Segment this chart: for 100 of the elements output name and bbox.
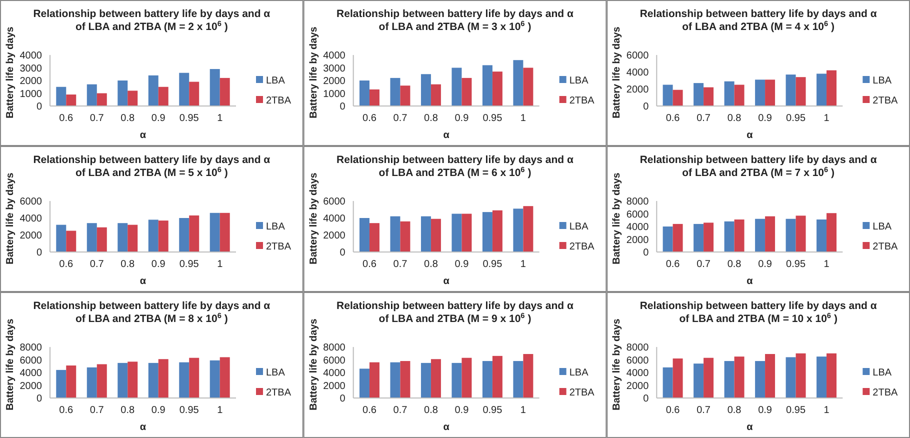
y-axis-title: Battery life by days: [612, 318, 623, 410]
x-tick-label: 0.8: [727, 113, 742, 124]
y-tick-label: 6000: [626, 50, 650, 62]
y-tick-label: 0: [643, 248, 650, 258]
y-tick-label: 6000: [626, 209, 650, 220]
bar: [816, 74, 827, 106]
bar: [492, 356, 502, 398]
bar: [765, 216, 776, 252]
x-tick-label: 0.95: [482, 113, 503, 124]
bar: [118, 80, 128, 106]
bar: [118, 223, 128, 252]
x-axis-title: α: [443, 130, 450, 141]
bar: [148, 220, 158, 252]
chart-title: Relationship between battery life by days and α of LBA and 2TBA (M = 9 x 10$^{6}$ ): [336, 300, 574, 325]
y-tick-label: 2000: [323, 380, 346, 392]
y-tick-label: 4000: [20, 368, 42, 379]
y-tick-label: 0: [643, 394, 650, 404]
legend-label: LBA: [569, 76, 589, 86]
chart-title: Relationship between battery life by days and α of LBA and 2TBA (M = 3 x 10$^{6}$ ): [336, 8, 574, 33]
y-tick-label: 2000: [20, 76, 42, 87]
y-tick-label: 6000: [20, 196, 42, 208]
bar: [704, 358, 714, 398]
x-tick-label: 0.95: [786, 113, 806, 124]
bar: [400, 361, 410, 398]
bar: [786, 357, 796, 398]
bar: [492, 72, 502, 106]
bar: [755, 80, 766, 106]
bar: [734, 219, 744, 252]
x-tick-label: 0.6: [666, 405, 680, 416]
bar: [672, 358, 683, 398]
bar: [369, 362, 380, 398]
y-tick-label: 8000: [626, 196, 650, 208]
bar: [482, 212, 492, 252]
bar: [128, 224, 138, 252]
x-tick-label: 0.9: [758, 259, 772, 270]
bar: [220, 78, 230, 106]
bar: [786, 74, 796, 106]
x-tick-label: 0.7: [90, 405, 104, 416]
bar: [462, 78, 472, 106]
bar: [492, 210, 502, 252]
bar: [96, 227, 107, 252]
bar: [179, 72, 190, 106]
chart-title: Relationship between battery life by days and α of LBA and 2TBA (M = 4 x 10$^{6}$ ): [640, 8, 878, 33]
y-tick-label: 8000: [323, 342, 346, 354]
bar: [400, 221, 410, 252]
bar: [86, 84, 97, 106]
x-tick-label: 0.95: [786, 405, 806, 416]
legend-label: 2TBA: [872, 242, 898, 252]
bar: [158, 359, 168, 398]
y-tick-label: 0: [36, 248, 42, 258]
bar: [56, 370, 66, 398]
y-tick-label: 0: [36, 102, 42, 112]
y-tick-label: 6000: [20, 355, 42, 366]
legend-label: LBA: [569, 368, 589, 378]
bar: [755, 218, 766, 252]
bar: [96, 364, 107, 398]
chart-title: Relationship between battery life by days and α of LBA and 2TBA (M = 6 x 10$^{6}$ ): [336, 154, 574, 179]
bar: [189, 358, 200, 398]
x-tick-label: 0.8: [727, 405, 742, 416]
y-tick-label: 3000: [20, 63, 42, 74]
bar: [158, 86, 168, 106]
legend-label: LBA: [872, 76, 892, 86]
x-axis-title: α: [140, 422, 147, 433]
bar: [662, 226, 673, 252]
legend-label: 2TBA: [266, 388, 292, 398]
y-axis-title: Battery life by days: [612, 26, 623, 118]
bar: [210, 69, 220, 106]
x-tick-label: 0.95: [179, 259, 200, 270]
bar: [826, 213, 837, 252]
y-tick-label: 4000: [323, 50, 346, 62]
bar: [765, 354, 776, 398]
y-tick-label: 2000: [323, 76, 346, 87]
x-tick-label: 0.9: [151, 259, 166, 270]
bar: [179, 362, 190, 398]
bar: [369, 223, 380, 252]
bar: [796, 77, 806, 106]
y-tick-label: 0: [643, 102, 650, 112]
y-tick-label: 2000: [626, 84, 650, 96]
legend-label: LBA: [266, 76, 286, 86]
bar: [462, 358, 472, 398]
bar: [694, 364, 704, 398]
bar: [672, 90, 683, 106]
x-tick-label: 0.8: [120, 405, 136, 416]
x-tick-label: 0.9: [151, 113, 166, 124]
x-tick-label: 0.6: [362, 259, 377, 270]
x-tick-label: 1: [217, 113, 224, 124]
bar: [148, 362, 158, 398]
bar: [694, 224, 704, 252]
bar: [816, 219, 827, 252]
x-tick-label: 0.7: [696, 405, 711, 416]
x-tick-label: 0.8: [727, 259, 742, 270]
x-tick-label: 0.7: [90, 113, 104, 124]
bar: [662, 84, 673, 106]
x-tick-label: 0.7: [696, 113, 711, 124]
x-axis-title: α: [746, 130, 754, 141]
bar: [86, 367, 97, 398]
bar: [662, 367, 673, 398]
bar: [420, 216, 431, 252]
y-tick-label: 0: [340, 102, 346, 112]
y-tick-label: 4000: [626, 368, 650, 379]
